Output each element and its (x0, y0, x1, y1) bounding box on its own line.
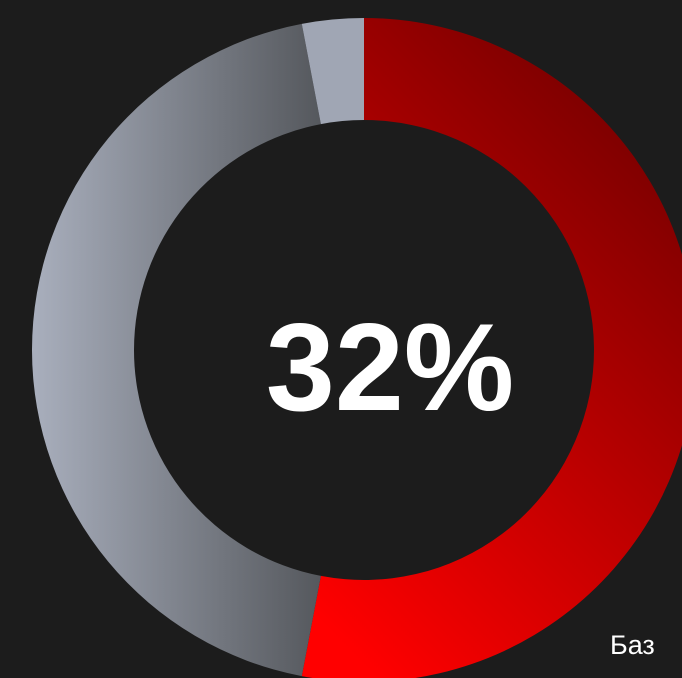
donut-slice-gray-cap (301, 18, 364, 125)
donut-slice-red (301, 18, 682, 678)
donut-slice-gray (31, 23, 321, 677)
footnote-text: Баз (610, 630, 655, 660)
donut-slices (31, 18, 682, 678)
center-percentage-label: 32% (266, 299, 514, 437)
